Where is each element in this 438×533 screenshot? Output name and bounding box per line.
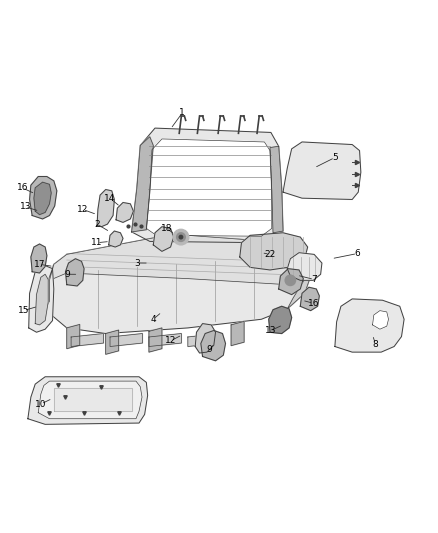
- Polygon shape: [372, 311, 389, 329]
- Polygon shape: [287, 253, 322, 280]
- Polygon shape: [146, 139, 272, 236]
- Polygon shape: [279, 269, 304, 295]
- Text: 17: 17: [34, 260, 45, 269]
- Circle shape: [285, 275, 296, 286]
- Text: 12: 12: [165, 336, 176, 345]
- Polygon shape: [34, 182, 51, 215]
- Text: 6: 6: [354, 249, 360, 258]
- Polygon shape: [149, 334, 181, 346]
- Text: 18: 18: [160, 224, 172, 233]
- Polygon shape: [201, 330, 226, 361]
- Text: 10: 10: [35, 400, 46, 408]
- Text: 2: 2: [94, 220, 100, 229]
- Polygon shape: [195, 324, 215, 353]
- Polygon shape: [110, 334, 142, 346]
- Text: 13: 13: [265, 326, 277, 335]
- Polygon shape: [49, 236, 313, 285]
- Polygon shape: [269, 306, 292, 334]
- Polygon shape: [31, 244, 47, 273]
- Polygon shape: [132, 128, 283, 243]
- Polygon shape: [116, 203, 134, 222]
- Polygon shape: [38, 381, 142, 419]
- Polygon shape: [188, 334, 220, 346]
- Circle shape: [173, 229, 189, 245]
- Polygon shape: [240, 233, 307, 270]
- Polygon shape: [109, 231, 123, 247]
- Polygon shape: [149, 328, 162, 352]
- Text: 11: 11: [91, 238, 103, 247]
- Polygon shape: [54, 387, 132, 411]
- Polygon shape: [300, 287, 319, 311]
- Polygon shape: [132, 137, 153, 232]
- Polygon shape: [231, 321, 244, 345]
- Text: 16: 16: [17, 183, 28, 192]
- Text: 9: 9: [64, 270, 70, 279]
- Text: 14: 14: [104, 193, 116, 203]
- Text: 4: 4: [151, 315, 156, 324]
- Text: 1: 1: [180, 109, 185, 117]
- Polygon shape: [45, 264, 54, 310]
- Text: 22: 22: [265, 250, 276, 259]
- Polygon shape: [45, 236, 313, 334]
- Text: 8: 8: [373, 340, 378, 349]
- Polygon shape: [287, 269, 313, 309]
- Polygon shape: [71, 334, 103, 346]
- Polygon shape: [29, 265, 54, 332]
- Text: 9: 9: [207, 345, 212, 354]
- Polygon shape: [335, 299, 404, 352]
- Polygon shape: [66, 259, 84, 286]
- Polygon shape: [28, 377, 148, 424]
- Polygon shape: [30, 176, 57, 219]
- Circle shape: [177, 233, 185, 241]
- Circle shape: [179, 236, 183, 239]
- Polygon shape: [270, 146, 283, 233]
- Polygon shape: [97, 190, 114, 227]
- Polygon shape: [153, 227, 173, 252]
- Polygon shape: [67, 325, 80, 349]
- Text: 13: 13: [20, 203, 31, 211]
- Polygon shape: [106, 330, 119, 354]
- Polygon shape: [35, 274, 48, 325]
- Text: 7: 7: [311, 275, 317, 284]
- Text: 3: 3: [134, 259, 140, 268]
- Polygon shape: [283, 142, 361, 199]
- Text: 12: 12: [77, 205, 88, 214]
- Text: 16: 16: [307, 299, 319, 308]
- Text: 15: 15: [18, 306, 29, 315]
- Text: 5: 5: [332, 153, 338, 162]
